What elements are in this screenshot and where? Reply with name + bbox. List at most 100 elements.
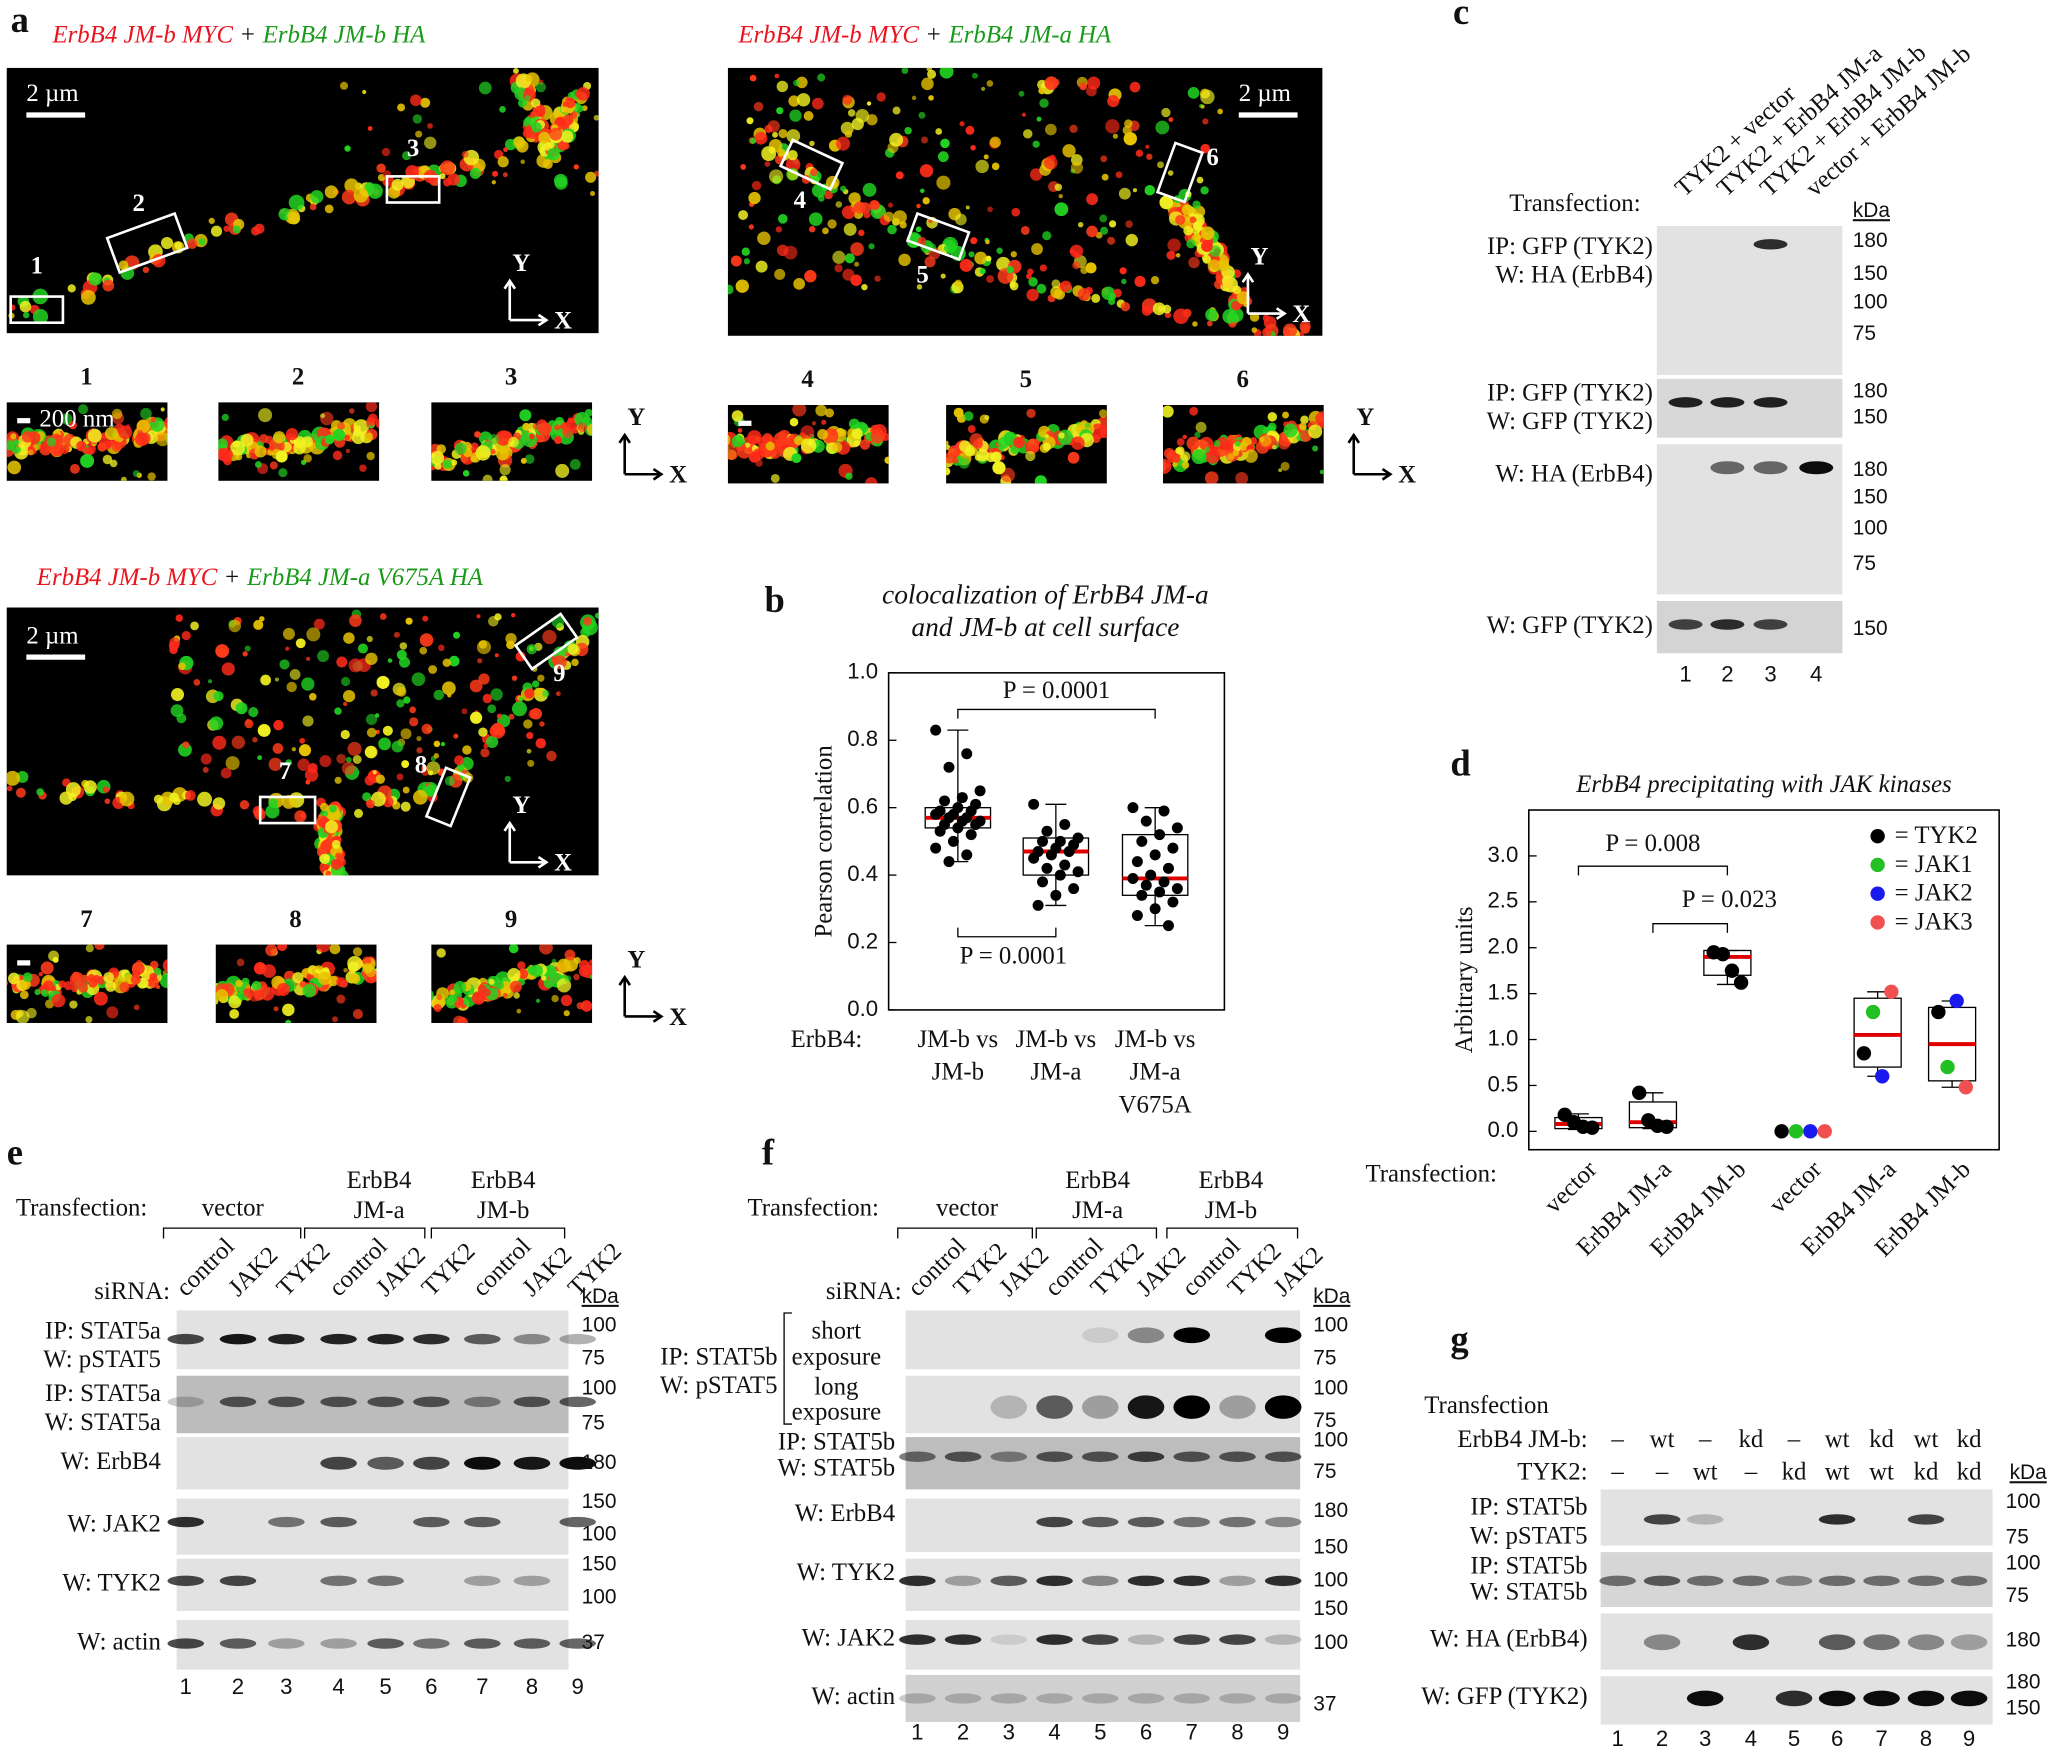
signal-spot bbox=[1180, 451, 1191, 462]
legend-label: = TYK2 bbox=[1895, 822, 1978, 849]
signal-spot bbox=[502, 993, 508, 998]
signal-spot bbox=[324, 874, 330, 876]
kda-marker: 100 bbox=[2006, 1490, 2041, 1513]
lane-number: 3 bbox=[1003, 1720, 1015, 1745]
signal-spot bbox=[476, 640, 492, 655]
signal-spot bbox=[972, 72, 978, 79]
band bbox=[1643, 1514, 1681, 1525]
y-tick-label: 0.0 bbox=[847, 996, 878, 1021]
signal-spot bbox=[863, 211, 871, 219]
kda-marker: 150 bbox=[582, 1553, 617, 1576]
signal-spot bbox=[776, 244, 789, 257]
signal-spot bbox=[915, 226, 922, 233]
signal-spot bbox=[990, 451, 1002, 463]
row-label: W: GFP (TYK2) bbox=[1421, 1683, 1587, 1710]
signal-spot bbox=[32, 308, 49, 325]
signal-spot bbox=[275, 450, 288, 463]
y-axis-label: Pearson correlation bbox=[811, 745, 838, 938]
signal-spot bbox=[365, 652, 378, 665]
point bbox=[1856, 1046, 1872, 1061]
signal-spot bbox=[958, 457, 970, 469]
signal-spot bbox=[102, 279, 115, 292]
signal-spot bbox=[1181, 461, 1190, 469]
signal-spot bbox=[751, 180, 762, 191]
signal-spot bbox=[567, 643, 579, 655]
signal-spot bbox=[1070, 161, 1084, 174]
signal-spot bbox=[494, 613, 502, 621]
signal-spot bbox=[133, 1004, 140, 1011]
signal-spot bbox=[847, 109, 856, 117]
band bbox=[1036, 1516, 1073, 1528]
signal-spot bbox=[340, 729, 350, 740]
region-label: 5 bbox=[916, 262, 928, 289]
band bbox=[513, 1575, 551, 1587]
point bbox=[1659, 1119, 1674, 1134]
signal-spot bbox=[731, 410, 744, 422]
signal-spot bbox=[1107, 95, 1120, 108]
signal-spot bbox=[294, 810, 307, 823]
signal-spot bbox=[302, 715, 314, 727]
signal-spot bbox=[251, 980, 262, 991]
signal-spot bbox=[231, 735, 246, 749]
signal-spot bbox=[1099, 428, 1107, 439]
signal-spot bbox=[841, 205, 856, 219]
band bbox=[944, 1575, 982, 1587]
signal-spot bbox=[788, 95, 800, 107]
signal-spot bbox=[1228, 307, 1244, 323]
signal-spot bbox=[989, 136, 1001, 148]
signal-spot bbox=[1161, 107, 1171, 118]
signal-spot bbox=[396, 686, 407, 697]
signal-spot bbox=[329, 944, 341, 955]
signal-spot bbox=[955, 213, 967, 226]
signal-spot bbox=[451, 459, 458, 466]
signal-spot bbox=[589, 959, 593, 965]
signal-spot bbox=[478, 81, 492, 95]
point bbox=[1154, 886, 1166, 898]
signal-spot bbox=[273, 719, 284, 731]
signal-spot bbox=[436, 994, 443, 1001]
signal-spot bbox=[277, 944, 288, 952]
condition-value: kd bbox=[1957, 1426, 1982, 1453]
kda-marker: 100 bbox=[582, 1376, 617, 1399]
signal-spot bbox=[1231, 300, 1241, 311]
signal-spot bbox=[69, 1000, 78, 1009]
signal-spot bbox=[421, 723, 433, 735]
signal-spot bbox=[1105, 119, 1120, 134]
signal-spot bbox=[556, 958, 571, 973]
signal-spot bbox=[554, 424, 561, 431]
signal-spot bbox=[1058, 193, 1063, 199]
signal-spot bbox=[1072, 261, 1081, 270]
signal-spot bbox=[564, 949, 576, 961]
signal-spot bbox=[281, 795, 296, 809]
signal-spot bbox=[1071, 436, 1085, 450]
band bbox=[990, 1634, 1028, 1645]
x-tick-label: JM-a bbox=[1030, 1059, 1081, 1086]
signal-spot bbox=[1013, 436, 1025, 449]
kda-marker: 150 bbox=[1853, 262, 1888, 285]
signal-spot bbox=[372, 770, 377, 775]
band bbox=[268, 1516, 305, 1528]
signal-spot bbox=[85, 1015, 93, 1023]
signal-spot bbox=[212, 735, 227, 750]
signal-spot bbox=[811, 421, 817, 426]
signal-spot bbox=[1079, 82, 1088, 91]
signal-spot bbox=[125, 424, 131, 430]
signal-spot bbox=[981, 86, 986, 91]
point bbox=[1127, 802, 1139, 814]
signal-spot bbox=[573, 957, 581, 964]
signal-spot bbox=[291, 747, 296, 752]
signal-spot bbox=[845, 472, 853, 480]
kda-marker: 180 bbox=[1853, 229, 1888, 252]
point bbox=[1715, 946, 1731, 962]
signal-spot bbox=[454, 442, 467, 455]
signal-spot bbox=[329, 427, 334, 433]
signal-spot bbox=[431, 447, 433, 457]
signal-spot bbox=[94, 944, 105, 951]
signal-spot bbox=[555, 691, 561, 697]
signal-spot bbox=[254, 461, 262, 468]
signal-spot bbox=[319, 755, 332, 768]
signal-spot bbox=[1129, 81, 1141, 93]
lane-number: 4 bbox=[1048, 1720, 1060, 1745]
signal-spot bbox=[438, 644, 445, 652]
transfection-label: Transfection: bbox=[748, 1195, 879, 1222]
